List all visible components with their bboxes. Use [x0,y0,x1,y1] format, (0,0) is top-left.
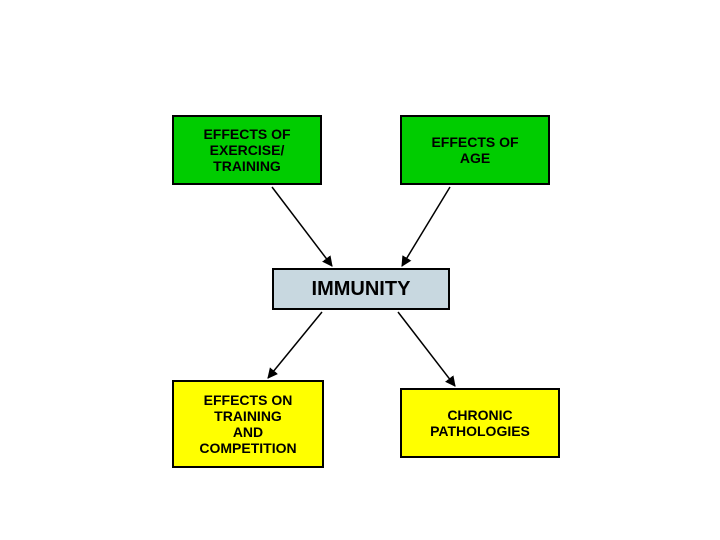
node-label: EFFECTS OF AGE [431,134,518,166]
node-immunity: IMMUNITY [272,268,450,310]
node-label: EFFECTS ON TRAINING AND COMPETITION [199,392,296,456]
node-effects-of-age: EFFECTS OF AGE [400,115,550,185]
node-effects-on-training: EFFECTS ON TRAINING AND COMPETITION [172,380,324,468]
edge-arrow [402,187,450,266]
diagram-stage: EFFECTS OF EXERCISE/ TRAINING EFFECTS OF… [0,0,720,540]
edge-arrow [398,312,455,386]
node-label: EFFECTS OF EXERCISE/ TRAINING [203,126,290,174]
node-effects-of-exercise: EFFECTS OF EXERCISE/ TRAINING [172,115,322,185]
edge-arrow [268,312,322,378]
node-label: CHRONIC PATHOLOGIES [430,407,530,439]
node-label: IMMUNITY [312,278,411,301]
node-chronic-pathologies: CHRONIC PATHOLOGIES [400,388,560,458]
edge-arrow [272,187,332,266]
